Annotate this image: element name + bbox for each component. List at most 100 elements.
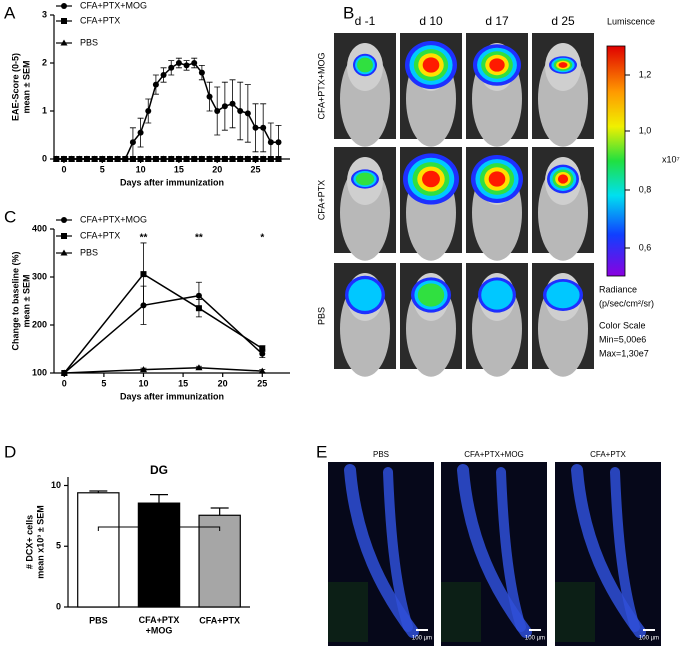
marker: [83, 155, 91, 162]
scale-bar-label: 100 µm: [639, 636, 659, 642]
marker: [221, 155, 229, 162]
histology-image: [441, 462, 547, 646]
marker: [106, 155, 114, 162]
marker: [139, 366, 147, 373]
marker: [145, 108, 152, 114]
marker: [61, 233, 67, 239]
marker: [61, 3, 67, 9]
series-line: [63, 294, 263, 374]
significance: **: [140, 233, 148, 244]
y-tick-label: 300: [32, 271, 47, 281]
x-tick-label: 15: [174, 164, 184, 174]
marker: [60, 155, 68, 162]
marker: [52, 155, 60, 162]
marker: [267, 155, 275, 162]
legend-label: CFA+PTX+MOG: [80, 0, 147, 10]
scale-bar-label: 100 µm: [412, 636, 432, 642]
signal: [348, 279, 382, 311]
signal: [557, 174, 569, 184]
colorbar-unit: Radiance: [599, 284, 637, 294]
panel-label: D: [4, 442, 16, 461]
error-bar: [150, 494, 168, 504]
x-axis-label: Days after immunization: [120, 391, 224, 401]
marker: [259, 155, 267, 162]
marker: [152, 155, 160, 162]
signal: [489, 58, 505, 72]
mouse-image: [334, 33, 396, 147]
y-tick-label: 2: [42, 57, 47, 67]
y-tick-label: 200: [32, 319, 47, 329]
green-tint: [328, 582, 368, 642]
x-tick-label: 25: [257, 378, 267, 388]
marker: [60, 249, 68, 256]
legend-label: CFA+PTX: [80, 230, 120, 240]
day-label: d 25: [551, 14, 575, 28]
signal: [546, 281, 580, 309]
colorbar-unit: (p/sec/cm²/sr): [599, 298, 654, 308]
y-axis-label: EAE-Score (0-5): [10, 53, 20, 121]
x-axis-label: Days after immunization: [120, 177, 224, 187]
marker: [195, 292, 202, 299]
y-tick-label: 0: [42, 153, 47, 163]
y-tick-label: 0: [56, 601, 61, 611]
marker: [140, 271, 147, 278]
panel-label: A: [4, 3, 16, 22]
histology-image: [328, 462, 434, 646]
marker: [137, 155, 145, 162]
x-tick-label: 10: [138, 378, 148, 388]
color-scale-info: Min=5,00e6: [599, 334, 646, 344]
x-tick-label: 15: [178, 378, 188, 388]
x-tick-label: 0: [62, 378, 67, 388]
x-tick-label: 20: [212, 164, 222, 174]
marker: [175, 155, 183, 162]
marker: [198, 69, 205, 76]
marker: [236, 155, 244, 162]
marker: [168, 64, 175, 71]
series-line: [64, 366, 263, 374]
x-tick-label: 10: [136, 164, 146, 174]
group-label: CFA+PTX+MOG: [316, 52, 326, 119]
bar: [77, 492, 120, 608]
image-background: [555, 462, 661, 646]
y-tick-label: 100: [32, 367, 47, 377]
marker: [152, 81, 159, 88]
y-tick-label: 10: [51, 480, 61, 490]
y-axis-label: # DCX+ cells: [24, 515, 34, 569]
signal: [355, 172, 375, 186]
signal: [422, 170, 440, 188]
marker: [244, 110, 251, 117]
mouse-image: [400, 263, 462, 377]
significance: *: [260, 233, 264, 244]
colorbar-title: Lumiscence: [607, 16, 655, 26]
marker: [229, 100, 236, 107]
marker: [91, 155, 99, 162]
color-scale-info: Max=1,30e7: [599, 348, 649, 358]
legend-label: PBS: [80, 247, 98, 257]
legend-label: CFA+PTX: [80, 15, 120, 25]
marker: [98, 155, 106, 162]
x-tick-label: 5: [100, 164, 105, 174]
bar: [137, 502, 181, 608]
signal: [357, 57, 373, 73]
mouse-image: [466, 33, 528, 147]
marker: [221, 103, 228, 110]
signal: [481, 280, 513, 310]
y-tick-label: 3: [42, 9, 47, 19]
group-label: PBS: [316, 307, 326, 325]
marker: [213, 155, 221, 162]
mouse-image: [532, 263, 594, 377]
comparison-label: ns: [153, 512, 165, 524]
marker: [60, 369, 68, 376]
y-axis-label: mean x10³ ± SEM: [35, 505, 45, 578]
series-line: [63, 273, 263, 374]
marker: [237, 108, 244, 114]
marker: [275, 139, 282, 146]
mouse-image: [400, 147, 462, 261]
signal: [422, 57, 440, 73]
y-tick-label: 400: [32, 223, 47, 233]
y-axis-label: mean ± SEM: [21, 275, 31, 328]
error-bar: [210, 507, 229, 516]
marker: [191, 60, 198, 66]
marker: [275, 155, 283, 162]
